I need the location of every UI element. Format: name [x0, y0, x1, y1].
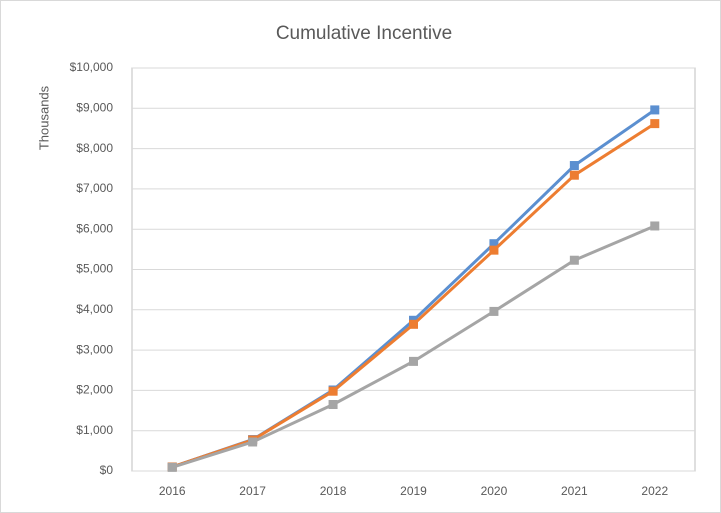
chart-title: Cumulative Incentive: [276, 23, 452, 44]
y-tick-label: $3,000: [76, 342, 113, 356]
x-tick-label: 2019: [400, 484, 427, 498]
series-marker: [248, 437, 258, 447]
x-tick-label: 2018: [320, 484, 347, 498]
y-tick-label: $10,000: [70, 60, 114, 74]
y-tick-label: $7,000: [76, 181, 113, 195]
x-tick-label: 2020: [481, 484, 508, 498]
y-tick-label: $6,000: [76, 221, 113, 235]
series-marker: [650, 221, 660, 231]
series-marker: [569, 170, 579, 180]
series-marker: [409, 356, 418, 366]
series-marker: [489, 239, 499, 249]
series-marker: [569, 255, 579, 265]
x-tick-label: 2017: [239, 484, 266, 498]
y-tick-label: $0: [100, 463, 114, 477]
y-tick-label: $9,000: [76, 100, 113, 114]
y-tick-label: $2,000: [76, 383, 113, 397]
series-marker: [489, 306, 499, 316]
series-marker: [167, 462, 177, 472]
y-tick-label: $4,000: [76, 302, 113, 316]
series-marker: [489, 245, 499, 255]
x-tick-label: 2016: [159, 484, 186, 498]
x-tick-label: 2022: [641, 484, 668, 498]
y-axis-label: Thousands: [36, 85, 51, 150]
x-tick-label: 2021: [561, 484, 588, 498]
series-marker: [409, 319, 418, 329]
y-tick-label: $8,000: [76, 141, 113, 155]
y-tick-label: $1,000: [76, 423, 113, 437]
series-marker: [328, 386, 338, 396]
y-tick-label: $5,000: [76, 262, 113, 276]
series-marker: [650, 105, 660, 115]
series-marker: [650, 119, 660, 129]
series-marker: [328, 400, 338, 410]
series-marker: [569, 161, 579, 171]
